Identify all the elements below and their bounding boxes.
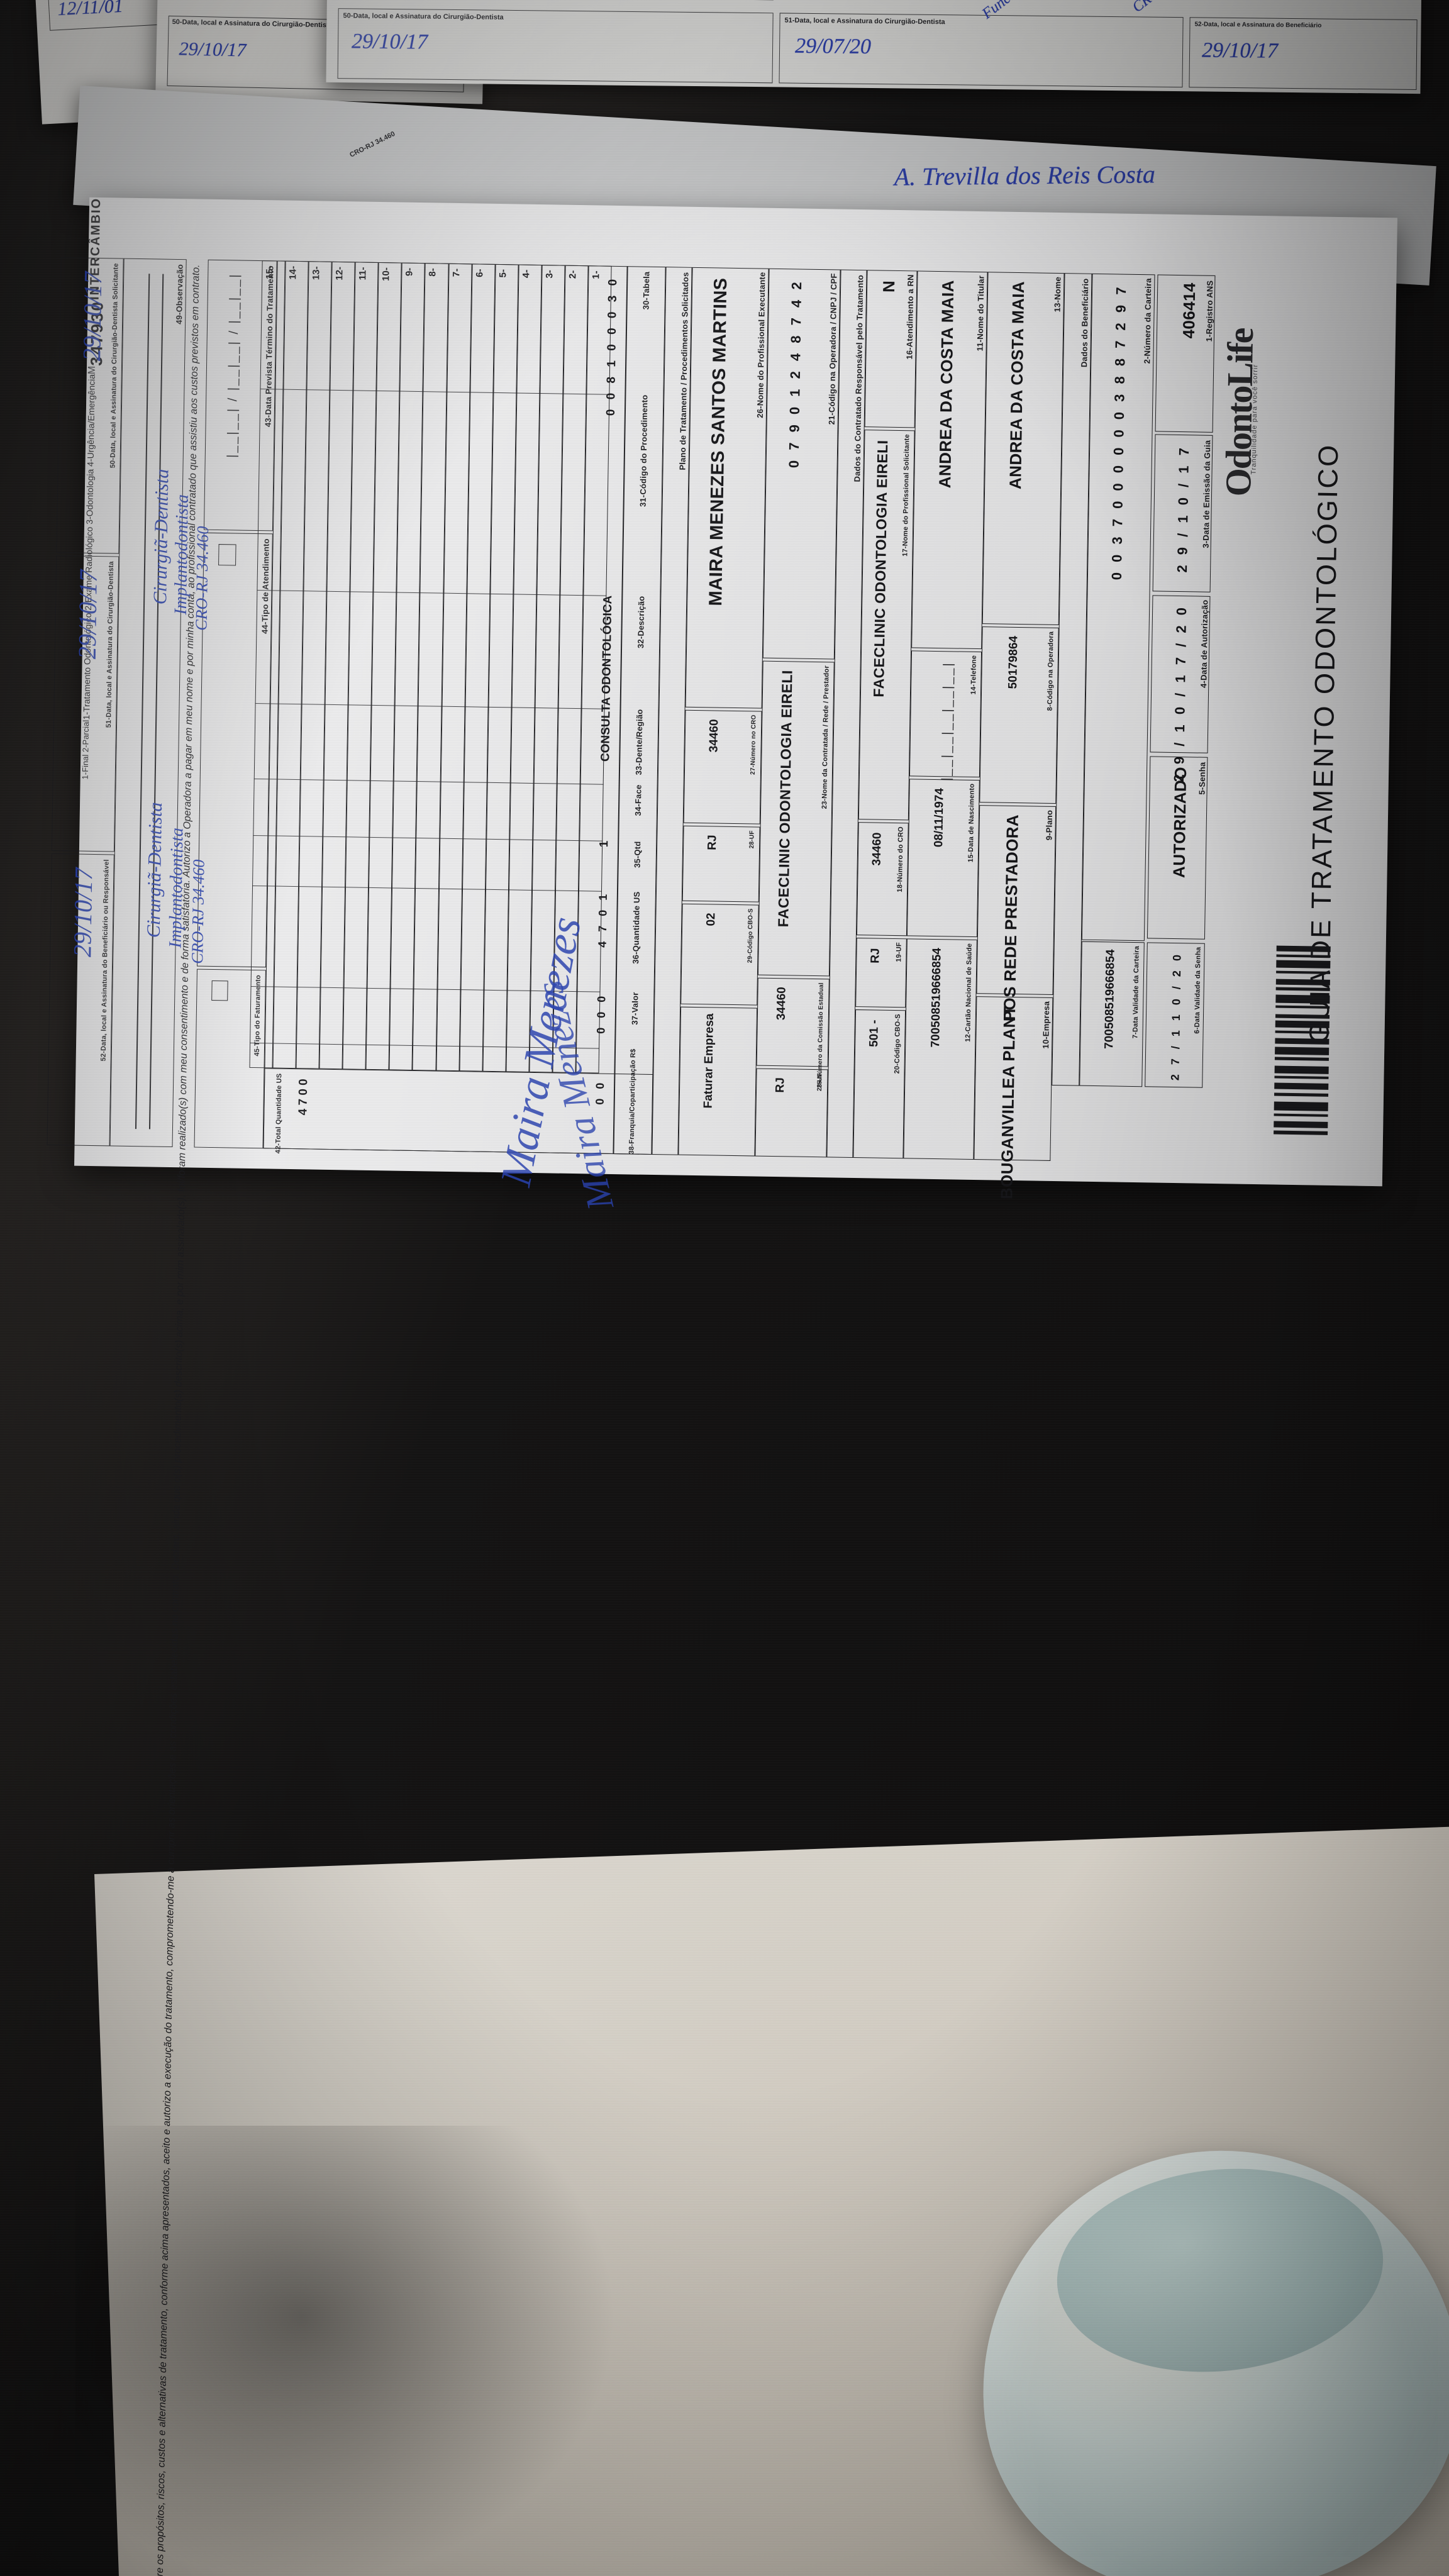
ink-date-52: 29/10/17 — [68, 867, 98, 958]
field-validade-carteira-label: 7-Data Validade da Carteira — [1131, 945, 1141, 1039]
ink-date-51: 29/10/17 — [72, 569, 103, 660]
desk-shadow — [75, 2126, 641, 2576]
ink-date-top-c: 29/10/17 — [351, 30, 428, 54]
field-validade-carteira-value: 700508519666854 — [1102, 949, 1118, 1050]
ink-stamp-cirurgia-dentista-2: Cirurgiã-Dentista — [143, 802, 167, 938]
field-data-autorizacao-label: 4-Data de Autorização — [1199, 599, 1210, 689]
ink-stamp-cro-rj: CRO-RJ 34.460 — [192, 526, 213, 631]
field-validade-senha-label: 6-Data Validade da Senha — [1193, 947, 1202, 1034]
field-data-autorizacao-boxes: 2 9 / 1 0 / 1 7 / 2 0 — [1170, 604, 1190, 782]
ink-date-top-mid: 29/10/17 — [179, 38, 247, 61]
field-registro-ans-value: 406414 — [1179, 282, 1199, 339]
top-document-wide: referentes ao tratamento realizado, ao p… — [326, 0, 1423, 94]
field-data-emissao-boxes: 2 9 / 1 0 / 1 7 — [1174, 444, 1192, 573]
field-observacao-label: 49-Observação — [174, 264, 185, 325]
top-doc-label-52: 52-Data, local e Assinatura do Beneficiá… — [1194, 21, 1322, 30]
ink-date-top-c2: 29/07/20 — [794, 34, 872, 58]
ink-date-50: 29/10/17 — [77, 271, 108, 362]
ink-date-top-left: 12/11/01 — [57, 0, 124, 20]
section-beneficiario-label: Dados do Beneficiário — [1079, 278, 1091, 368]
ink-stamp-implantodontista: Implantodontista — [170, 494, 192, 615]
field-senha-label: 5-Senha — [1197, 762, 1208, 795]
field-registro-ans-label: 1-Registro ANS — [1204, 280, 1215, 342]
field-numero-carteira-label: 2-Número da Carteira — [1142, 278, 1153, 364]
ink-date-top-c3: 29/10/17 — [1201, 38, 1279, 63]
ink-stamp-cro-rj-2: CRO-RJ 34.460 — [188, 859, 208, 964]
field-validade-senha-boxes: 2 7 / 1 1 0 / 2 0 — [1169, 951, 1184, 1081]
ink-stamp-implantodontista-2: Implantodontista — [165, 827, 187, 948]
guia-form-wrapper: GUIA DE TRATAMENTO ODONTOLÓGICO INTERCÂM… — [47, 197, 1397, 2576]
ink-stamp-cro: CRO-RJ 23.456 — [1130, 0, 1216, 16]
declaration-line-1: Declaro, que após ter sido devidamente e… — [150, 264, 202, 2576]
ink-top-note: A. Trevilla dos Reis Costa — [894, 160, 1156, 191]
guia-form-page: GUIA DE TRATAMENTO ODONTOLÓGICO INTERCÂM… — [47, 197, 1397, 2576]
ink-stamp-cirurgia-dentista: Cirurgiã-Dentista — [150, 469, 173, 605]
barcode — [1274, 945, 1331, 1135]
top-strip-cro-text: CRO-RJ 34.460 — [348, 130, 397, 159]
field-data-emissao-label: 3-Data de Emissão da Guia — [1201, 440, 1213, 548]
field-senha-value: AUTORIZADO — [1169, 766, 1191, 879]
